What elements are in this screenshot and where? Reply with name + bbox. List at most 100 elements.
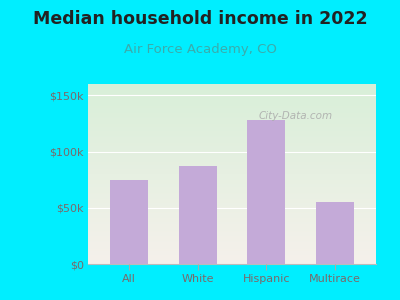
Bar bbox=[88, 203, 376, 204]
Bar bbox=[88, 103, 376, 104]
Bar bbox=[88, 228, 376, 229]
Bar bbox=[88, 119, 376, 120]
Bar bbox=[88, 247, 376, 248]
Bar bbox=[88, 113, 376, 114]
Bar bbox=[88, 165, 376, 166]
Bar bbox=[88, 135, 376, 136]
Bar bbox=[88, 137, 376, 138]
Bar bbox=[88, 148, 376, 149]
Bar bbox=[88, 93, 376, 94]
Text: City-Data.com: City-Data.com bbox=[258, 111, 332, 122]
Bar bbox=[88, 158, 376, 159]
Bar bbox=[88, 115, 376, 116]
Bar bbox=[88, 205, 376, 206]
Bar bbox=[88, 109, 376, 110]
Bar bbox=[88, 214, 376, 215]
Bar bbox=[88, 229, 376, 230]
Bar bbox=[88, 263, 376, 264]
Bar bbox=[88, 224, 376, 225]
Bar bbox=[88, 142, 376, 143]
Bar bbox=[88, 145, 376, 146]
Bar bbox=[88, 176, 376, 177]
Bar bbox=[88, 173, 376, 174]
Bar bbox=[248, 120, 285, 264]
Bar bbox=[88, 123, 376, 124]
Bar bbox=[88, 242, 376, 243]
Bar bbox=[88, 194, 376, 195]
Bar bbox=[88, 170, 376, 171]
Bar bbox=[88, 237, 376, 238]
Bar bbox=[88, 154, 376, 155]
Bar bbox=[88, 232, 376, 233]
Bar bbox=[88, 225, 376, 226]
Bar bbox=[88, 213, 376, 214]
Bar bbox=[88, 207, 376, 208]
Bar bbox=[88, 125, 376, 126]
Bar bbox=[88, 117, 376, 118]
Text: Median household income in 2022: Median household income in 2022 bbox=[33, 11, 367, 28]
Bar bbox=[88, 111, 376, 112]
Bar bbox=[88, 256, 376, 257]
Bar bbox=[88, 209, 376, 210]
Bar bbox=[88, 149, 376, 150]
Bar bbox=[88, 177, 376, 178]
Bar bbox=[88, 217, 376, 218]
Bar bbox=[88, 98, 376, 99]
Bar bbox=[88, 239, 376, 240]
Bar bbox=[88, 160, 376, 161]
Bar bbox=[88, 180, 376, 181]
Bar bbox=[88, 106, 376, 107]
Bar bbox=[88, 96, 376, 97]
Bar bbox=[88, 190, 376, 191]
Bar bbox=[88, 197, 376, 198]
Bar bbox=[88, 187, 376, 188]
Bar bbox=[88, 164, 376, 165]
Bar bbox=[88, 193, 376, 194]
Bar bbox=[88, 219, 376, 220]
Bar bbox=[88, 139, 376, 140]
Bar bbox=[88, 199, 376, 200]
Bar bbox=[88, 249, 376, 250]
Bar bbox=[88, 89, 376, 90]
Bar bbox=[88, 99, 376, 100]
Bar bbox=[88, 128, 376, 129]
Bar bbox=[88, 171, 376, 172]
Bar bbox=[88, 166, 376, 167]
Bar bbox=[88, 84, 376, 85]
Bar bbox=[88, 238, 376, 239]
Bar bbox=[88, 226, 376, 227]
Bar bbox=[88, 204, 376, 205]
Bar bbox=[88, 241, 376, 242]
Bar bbox=[88, 104, 376, 105]
Bar bbox=[88, 192, 376, 193]
Bar bbox=[88, 250, 376, 251]
Bar bbox=[88, 200, 376, 201]
Bar bbox=[88, 151, 376, 152]
Bar bbox=[88, 175, 376, 176]
Bar bbox=[88, 150, 376, 151]
Bar bbox=[88, 181, 376, 182]
Bar bbox=[88, 216, 376, 217]
Bar bbox=[88, 167, 376, 168]
Bar bbox=[88, 186, 376, 187]
Bar bbox=[88, 94, 376, 95]
Bar bbox=[88, 129, 376, 130]
Bar bbox=[88, 144, 376, 145]
Bar bbox=[88, 261, 376, 262]
Bar bbox=[88, 138, 376, 139]
Bar bbox=[88, 102, 376, 103]
Bar bbox=[88, 95, 376, 96]
Bar bbox=[88, 258, 376, 259]
Bar bbox=[88, 126, 376, 127]
Bar bbox=[88, 87, 376, 88]
Bar bbox=[88, 143, 376, 144]
Bar bbox=[88, 223, 376, 224]
Bar bbox=[88, 88, 376, 89]
Bar bbox=[88, 202, 376, 203]
Bar bbox=[88, 184, 376, 185]
Bar bbox=[88, 162, 376, 163]
Bar bbox=[88, 252, 376, 253]
Bar bbox=[110, 180, 148, 264]
Bar bbox=[88, 122, 376, 123]
Bar bbox=[88, 132, 376, 133]
